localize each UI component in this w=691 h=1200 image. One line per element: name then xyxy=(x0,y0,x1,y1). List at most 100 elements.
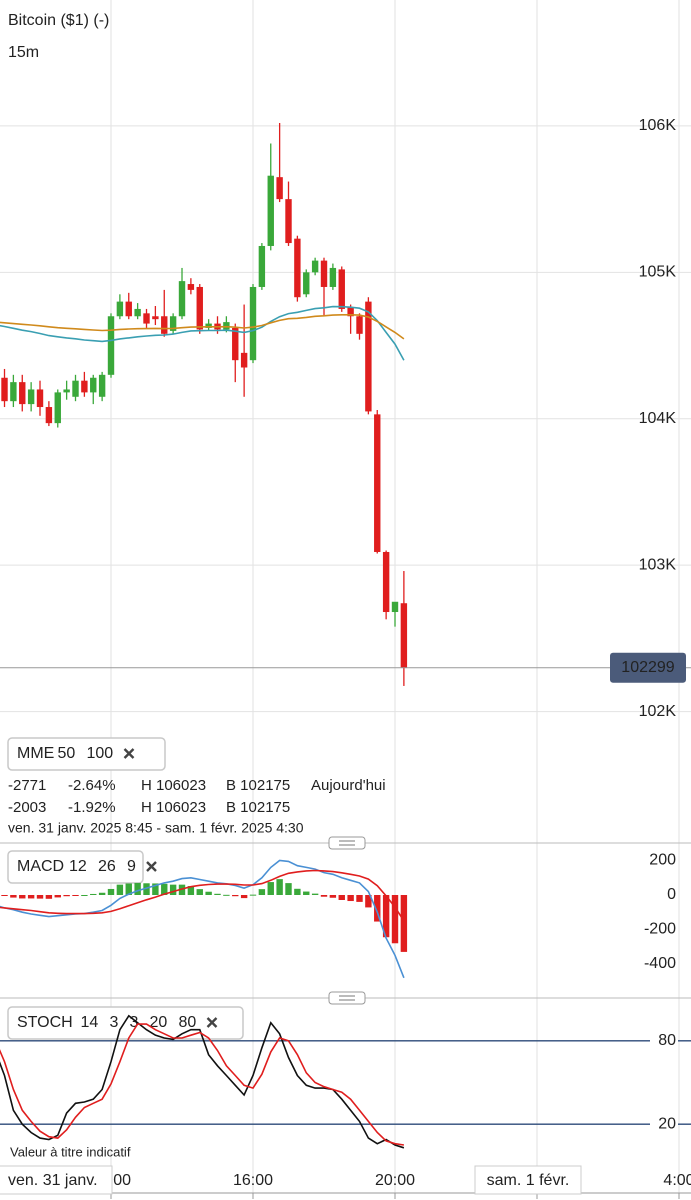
candle-body xyxy=(338,269,345,309)
legend-box[interactable] xyxy=(7,850,144,884)
candle-body xyxy=(125,301,132,317)
start-date: ven. 31 janv. xyxy=(8,1172,98,1189)
price-tag xyxy=(610,652,686,683)
histogram-bar xyxy=(143,883,150,895)
histogram-bar xyxy=(90,893,97,895)
histogram-bar xyxy=(294,888,301,895)
histogram-bar xyxy=(63,895,70,897)
info-text: -1.92% xyxy=(68,799,116,816)
legend-close[interactable] xyxy=(206,1017,218,1028)
candle-body xyxy=(161,316,168,334)
legend-box[interactable] xyxy=(7,737,166,771)
histogram-bar xyxy=(303,891,310,895)
histogram-bar xyxy=(382,895,390,938)
candle-body xyxy=(1,377,8,402)
y-tick-label: 20 xyxy=(658,1115,676,1132)
x-tick-label: sam. 1 févr. xyxy=(487,1172,570,1189)
y-tick-label: -200 xyxy=(644,921,676,938)
histogram-bar xyxy=(249,894,257,896)
series-line xyxy=(0,305,405,361)
histogram-bar xyxy=(19,895,26,899)
histogram-bar xyxy=(27,895,35,899)
x-tick-label: 4:00 xyxy=(663,1172,691,1189)
legend-param: 3 xyxy=(130,1014,139,1031)
legend-label: STOCH xyxy=(17,1014,73,1031)
candle-body xyxy=(63,389,70,393)
candle-body xyxy=(303,272,310,295)
histogram-bar xyxy=(214,893,221,895)
candle-body xyxy=(19,382,26,405)
histogram-bar xyxy=(258,889,266,895)
candle-body xyxy=(143,313,150,324)
resize-handle[interactable] xyxy=(328,991,366,1005)
candle-body xyxy=(196,286,203,330)
histogram-bar xyxy=(338,895,345,900)
candle-body xyxy=(356,316,363,334)
candle-body xyxy=(267,175,274,246)
legend-label: MACD xyxy=(17,858,64,875)
histogram-bar xyxy=(276,879,283,895)
candle-body xyxy=(81,380,88,393)
histogram-bar xyxy=(45,895,53,899)
histogram-bar xyxy=(187,886,195,895)
candle-body xyxy=(329,267,337,287)
histogram-bar xyxy=(125,883,132,895)
candle-body xyxy=(54,392,61,424)
histogram-bar xyxy=(81,895,88,896)
histogram-bar xyxy=(311,893,319,895)
price-tag-label: 102299 xyxy=(621,659,674,676)
legend-param: 80 xyxy=(179,1014,197,1031)
resize-handle[interactable] xyxy=(328,836,366,850)
candle-body xyxy=(249,286,257,361)
legend-close[interactable] xyxy=(146,861,157,872)
candle-body xyxy=(187,284,195,290)
y-tick-label: 0 xyxy=(667,886,676,903)
histogram-bar xyxy=(356,895,363,902)
histogram-bar xyxy=(116,884,124,895)
histogram-bar xyxy=(169,884,177,895)
date-box xyxy=(0,1165,113,1195)
series-line xyxy=(0,1023,405,1146)
histogram-bar xyxy=(205,891,212,895)
candle-body xyxy=(258,245,266,287)
candle-body xyxy=(98,374,106,397)
legend-close[interactable] xyxy=(123,748,135,759)
legend-box[interactable] xyxy=(7,1006,244,1040)
info-text: B 102175 xyxy=(226,799,290,816)
info-text: B 102175 xyxy=(226,777,290,794)
histogram-bar xyxy=(223,894,230,896)
candle-body xyxy=(152,316,159,320)
info-text: H 106023 xyxy=(141,777,206,794)
histogram-bar xyxy=(10,895,17,898)
legend-label: MME xyxy=(17,745,54,762)
histogram-bar xyxy=(161,883,168,895)
y-tick-label: -400 xyxy=(644,955,676,972)
histogram-bar xyxy=(98,892,106,895)
title: Bitcoin ($1) (-) xyxy=(8,12,109,29)
candle-body xyxy=(382,551,390,613)
histogram-bar xyxy=(240,895,248,899)
candle-body xyxy=(391,601,399,613)
candle-body xyxy=(134,308,141,317)
series-line xyxy=(0,859,405,979)
histogram-bar xyxy=(374,895,381,922)
y-tick-label: 103K xyxy=(639,556,677,573)
histogram-bar xyxy=(152,883,159,895)
series-line xyxy=(0,1014,405,1149)
info-text: H 106023 xyxy=(141,799,206,816)
x-tick-label: 20:00 xyxy=(375,1172,415,1189)
legend-param: 26 xyxy=(98,858,116,875)
histogram-bar xyxy=(365,895,372,908)
y-tick-label: 104K xyxy=(639,410,677,427)
candle-body xyxy=(347,307,354,317)
candle-body xyxy=(223,322,230,330)
tick-bg xyxy=(650,1114,678,1135)
legend-param: 20 xyxy=(150,1014,168,1031)
histogram-bar xyxy=(285,883,292,895)
tick-bg xyxy=(650,1030,678,1051)
histogram-bar xyxy=(36,895,44,899)
histogram-bar xyxy=(54,895,61,898)
series-line xyxy=(0,314,405,340)
